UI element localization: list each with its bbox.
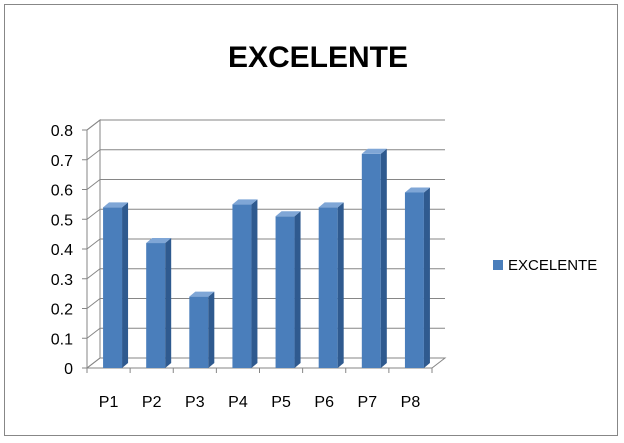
bar-side	[208, 291, 215, 368]
y-tick-label: 0.8	[51, 123, 73, 140]
bar-front	[361, 153, 381, 368]
gridline-depth	[86, 357, 101, 369]
bar-side	[165, 238, 172, 368]
bar-side	[122, 202, 129, 368]
y-tick-label: 0.7	[51, 153, 73, 170]
gridline-depth	[86, 298, 101, 309]
gridline-depth	[86, 238, 101, 250]
gridline-depth	[86, 208, 101, 220]
bar-side	[423, 187, 430, 368]
x-tick-label: P2	[142, 394, 162, 411]
legend-swatch	[493, 260, 503, 270]
gridline-depth	[86, 179, 101, 190]
bar-top	[189, 291, 215, 297]
x-tick-label: P3	[185, 394, 205, 411]
y-tick-label: 0.6	[51, 183, 73, 200]
x-tick-label: P7	[358, 394, 378, 411]
y-axis-ticks: 0 0.1 0.2 0.3 0.4 0.5 0.6 0.7 0.8	[51, 123, 87, 378]
bar-side	[337, 202, 344, 368]
bar-top	[275, 211, 301, 217]
bar-front	[275, 216, 295, 368]
bar-front	[103, 207, 123, 368]
y-tick-label: 0.5	[51, 212, 73, 229]
y-tick-label: 0.3	[51, 272, 73, 289]
gridline-depth	[86, 268, 101, 280]
bar-top	[361, 148, 387, 154]
bar-side	[251, 199, 258, 368]
bar-front	[404, 192, 424, 368]
bar	[146, 238, 172, 368]
x-tick-label: P4	[228, 394, 248, 411]
bar-front	[146, 243, 166, 368]
bars	[103, 148, 430, 368]
bar-top	[232, 199, 258, 205]
bar	[275, 211, 301, 368]
chart-title: EXCELENTE	[228, 41, 408, 74]
legend-label: EXCELENTE	[508, 257, 597, 274]
bar-top	[404, 187, 430, 193]
y-tick-label: 0.1	[51, 331, 73, 348]
floor	[87, 357, 447, 369]
bar	[404, 187, 430, 368]
x-tick-label: P8	[401, 394, 421, 411]
chart-walls	[86, 118, 447, 370]
bar-top	[103, 202, 129, 208]
bar	[189, 291, 215, 368]
bar-side	[380, 148, 387, 368]
y-tick-label: 0	[64, 361, 73, 378]
gridlines	[86, 119, 445, 369]
x-tick-label: P6	[314, 394, 334, 411]
gridline-depth	[86, 327, 101, 339]
y-tick-label: 0.2	[51, 302, 73, 319]
gridline-depth	[86, 149, 101, 161]
bar	[318, 202, 344, 368]
x-axis-ticks: P1 P2 P3 P4 P5 P6 P7 P8	[86, 368, 433, 411]
x-tick-label: P5	[271, 394, 291, 411]
gridline-depth	[86, 119, 101, 131]
bar-front	[189, 296, 209, 368]
bar-side	[294, 211, 301, 368]
bar	[361, 148, 387, 368]
bar	[103, 202, 129, 368]
legend: EXCELENTE	[493, 257, 597, 274]
bar	[232, 199, 258, 368]
y-tick-label: 0.4	[51, 242, 73, 259]
bar-front	[318, 207, 338, 368]
bar-top	[146, 238, 172, 244]
bar-front	[232, 204, 252, 368]
x-tick-label: P1	[99, 394, 119, 411]
bar-top	[318, 202, 344, 208]
